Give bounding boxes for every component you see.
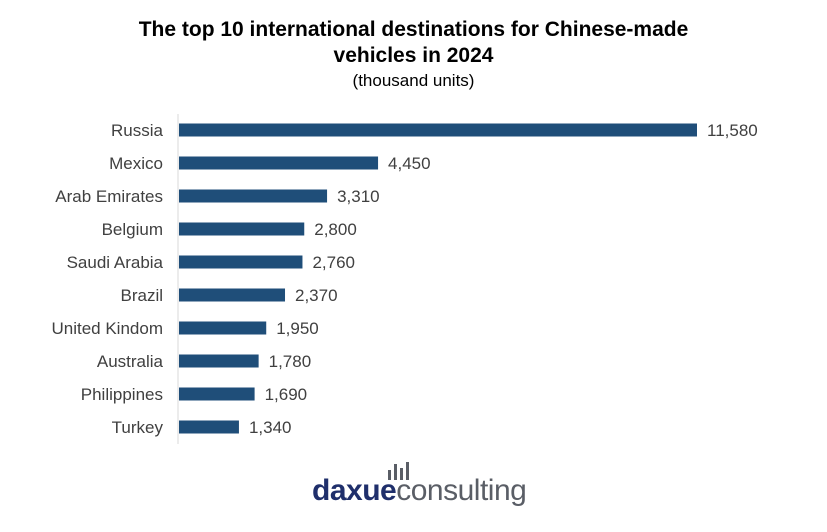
category-label: Arab Emirates xyxy=(55,187,163,206)
category-label: United Kindom xyxy=(51,319,163,338)
value-label: 2,370 xyxy=(295,286,338,305)
category-label: Mexico xyxy=(109,154,163,173)
bar xyxy=(179,387,255,401)
logo-part2: consulting xyxy=(396,474,527,507)
category-label: Belgium xyxy=(102,220,163,239)
bar xyxy=(179,321,267,335)
value-label: 1,340 xyxy=(249,418,292,437)
chart-title-line1: The top 10 international destinations fo… xyxy=(138,18,689,41)
value-label: 1,950 xyxy=(276,319,319,338)
logo-bars-icon xyxy=(385,462,415,480)
chart-title-line2: vehicles in 2024 xyxy=(333,44,494,67)
value-label: 2,800 xyxy=(314,220,357,239)
value-labels: 11,580 4,450 3,310 2,800 2,760 2,370 1,950 1,78… xyxy=(249,121,758,437)
bar xyxy=(179,354,259,368)
category-label: Russia xyxy=(111,121,164,140)
value-label: 11,580 xyxy=(707,121,758,140)
category-label: Australia xyxy=(97,352,164,371)
value-label: 4,450 xyxy=(388,154,431,173)
bar xyxy=(179,156,379,170)
value-label: 3,310 xyxy=(337,187,380,206)
value-label: 2,760 xyxy=(312,253,355,272)
bar xyxy=(179,189,328,203)
value-label: 1,780 xyxy=(269,352,312,371)
value-label: 1,690 xyxy=(265,385,308,404)
category-label: Saudi Arabia xyxy=(67,253,164,272)
bars xyxy=(179,123,697,434)
bar-chart: Russia Mexico Arab Emirates Belgium Saudi Ar… xyxy=(51,114,758,444)
logo-part1: daxue xyxy=(312,474,397,507)
category-label: Brazil xyxy=(120,286,163,305)
chart-subtitle: (thousand units) xyxy=(352,71,475,90)
category-label: Turkey xyxy=(112,418,164,437)
logo: daxueconsulting xyxy=(312,474,527,508)
bar xyxy=(179,123,697,137)
bar xyxy=(179,255,303,269)
bar xyxy=(179,420,239,434)
category-labels: Russia Mexico Arab Emirates Belgium Saudi Ar… xyxy=(51,121,163,437)
category-label: Philippines xyxy=(81,385,163,404)
bar xyxy=(179,288,286,302)
bar xyxy=(179,222,305,236)
